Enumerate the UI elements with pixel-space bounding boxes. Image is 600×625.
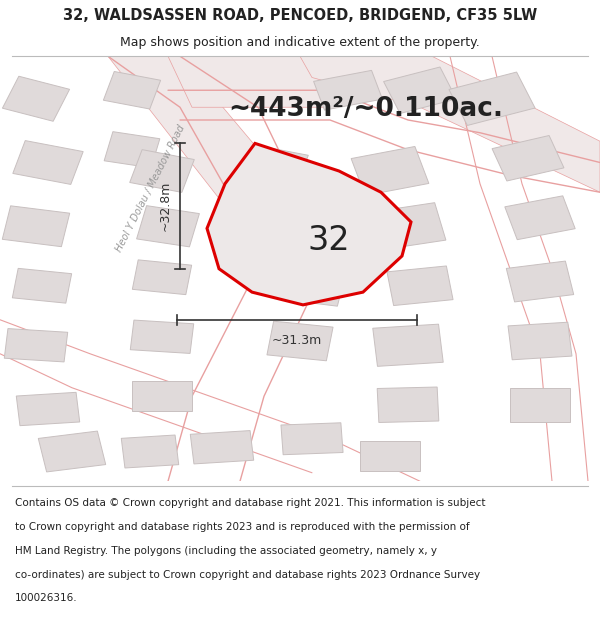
Text: HM Land Registry. The polygons (including the associated geometry, namely x, y: HM Land Registry. The polygons (includin… bbox=[15, 546, 437, 556]
Bar bbox=[104, 132, 160, 168]
Text: 100026316.: 100026316. bbox=[15, 593, 77, 603]
Text: to Crown copyright and database rights 2023 and is reproduced with the permissio: to Crown copyright and database rights 2… bbox=[15, 522, 470, 532]
Polygon shape bbox=[108, 56, 336, 256]
Bar bbox=[137, 206, 199, 247]
Bar bbox=[2, 76, 70, 121]
Text: 32: 32 bbox=[308, 224, 350, 258]
Bar bbox=[130, 149, 194, 192]
Bar bbox=[506, 261, 574, 302]
Polygon shape bbox=[168, 56, 348, 108]
Bar bbox=[132, 381, 192, 411]
Bar bbox=[373, 324, 443, 366]
Text: Contains OS data © Crown copyright and database right 2021. This information is : Contains OS data © Crown copyright and d… bbox=[15, 499, 485, 509]
Polygon shape bbox=[207, 143, 411, 305]
Bar bbox=[351, 146, 429, 196]
Text: co-ordinates) are subject to Crown copyright and database rights 2023 Ordnance S: co-ordinates) are subject to Crown copyr… bbox=[15, 569, 480, 579]
Bar bbox=[130, 320, 194, 353]
Bar bbox=[281, 422, 343, 455]
Bar bbox=[387, 266, 453, 306]
Text: 32, WALDSASSEN ROAD, PENCOED, BRIDGEND, CF35 5LW: 32, WALDSASSEN ROAD, PENCOED, BRIDGEND, … bbox=[63, 8, 537, 23]
Text: Map shows position and indicative extent of the property.: Map shows position and indicative extent… bbox=[120, 36, 480, 49]
Bar bbox=[267, 321, 333, 361]
Bar bbox=[510, 388, 570, 422]
Bar bbox=[13, 268, 71, 303]
Polygon shape bbox=[300, 56, 600, 192]
Bar bbox=[190, 431, 254, 464]
Bar bbox=[449, 72, 535, 126]
Bar bbox=[377, 387, 439, 422]
Bar bbox=[16, 392, 80, 426]
Text: ~32.8m: ~32.8m bbox=[158, 181, 172, 231]
Bar bbox=[2, 206, 70, 247]
Bar bbox=[13, 141, 83, 184]
Bar bbox=[121, 435, 179, 468]
Bar bbox=[505, 196, 575, 239]
Bar bbox=[508, 322, 572, 360]
Bar bbox=[492, 136, 564, 181]
Text: ~443m²/~0.110ac.: ~443m²/~0.110ac. bbox=[229, 96, 503, 122]
Bar bbox=[383, 67, 457, 114]
Bar bbox=[244, 146, 308, 188]
Bar bbox=[38, 431, 106, 472]
Bar bbox=[4, 329, 68, 362]
Bar bbox=[360, 441, 420, 471]
Bar bbox=[278, 266, 346, 306]
Text: Heol Y Dolau / Meadow Road: Heol Y Dolau / Meadow Road bbox=[113, 123, 187, 253]
Bar bbox=[274, 202, 350, 250]
Bar bbox=[370, 202, 446, 250]
Bar bbox=[314, 71, 382, 110]
Text: ~31.3m: ~31.3m bbox=[272, 334, 322, 348]
Bar bbox=[103, 71, 161, 109]
Bar bbox=[133, 260, 191, 294]
